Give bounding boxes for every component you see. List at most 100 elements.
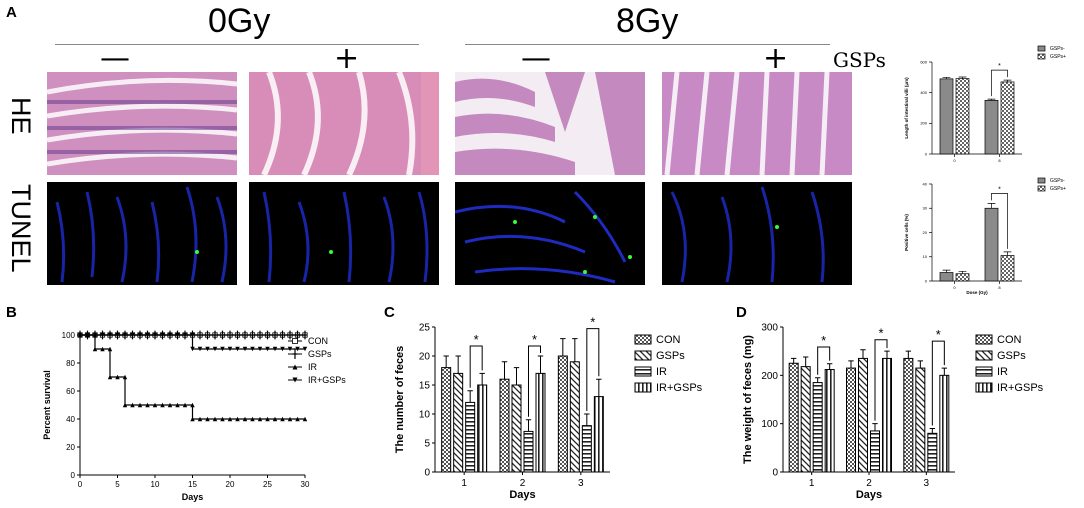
survival-marker: [295, 330, 300, 340]
legend-label: GSPs: [997, 350, 1026, 362]
survival-marker: [302, 346, 308, 352]
survival-marker: [250, 346, 255, 352]
survival-marker: [182, 402, 188, 408]
survival-marker: [212, 346, 218, 352]
legend-swatch: [634, 366, 652, 377]
survival-marker: [287, 416, 293, 422]
legend-label: IR+GSPs: [997, 382, 1044, 394]
legend-swatch: [1037, 185, 1046, 192]
survival-marker: [265, 346, 270, 352]
x-tick-label: 1: [461, 478, 467, 489]
significance-bracket: [991, 193, 1008, 249]
he-micrograph: [47, 72, 237, 175]
survival-marker: [77, 332, 83, 338]
x-axis-label: Days: [856, 489, 882, 501]
survival-marker: [197, 330, 203, 340]
error-bar: [884, 350, 890, 359]
error-bar: [958, 76, 967, 79]
survival-marker: [235, 330, 240, 340]
treatment-sign-plus: +: [763, 41, 789, 76]
survival-marker: [122, 374, 128, 380]
he-micrograph: [662, 72, 852, 175]
panel-label-d: D: [736, 304, 747, 321]
survival-marker: [292, 349, 298, 359]
significance-label: *: [532, 332, 537, 347]
survival-marker: [242, 330, 248, 340]
significance-label: *: [590, 315, 595, 330]
survival-marker: [122, 402, 128, 408]
error-bar: [860, 349, 866, 359]
x-tick-label: 1: [809, 478, 815, 489]
treatment-label: GSPs: [833, 48, 886, 72]
legend-label: IR+GSPs: [308, 375, 346, 385]
significance-bracket: [469, 345, 483, 388]
dose-label-8gy: 8Gy: [616, 2, 679, 40]
survival-marker: [197, 416, 203, 422]
survival-marker: [100, 332, 105, 338]
panel-label-a: A: [6, 4, 17, 21]
bar: [846, 367, 856, 473]
y-axis-label: The number of feces: [394, 346, 406, 454]
tunel-micrograph: [249, 182, 439, 285]
survival-marker: [145, 332, 150, 338]
legend-label: GSPs: [656, 350, 685, 362]
x-tick-label: 20: [226, 480, 235, 489]
survival-marker: [152, 402, 158, 408]
feces-weight-chart: 0 100 200 300 1 * 2 * 3 * The weight of feces (mg)…: [742, 323, 1044, 502]
bar: [955, 273, 970, 282]
legend-label: GSPs-: [1050, 178, 1065, 184]
survival-marker: [250, 416, 255, 422]
survival-marker: [205, 416, 210, 422]
survival-marker: [280, 346, 285, 352]
bar: [984, 207, 999, 282]
panel-label-b: B: [6, 304, 17, 321]
survival-marker: [85, 332, 90, 338]
y-tick-label: 20: [66, 443, 75, 452]
bar: [870, 430, 880, 473]
legend-swatch: [975, 350, 993, 361]
survival-marker: [292, 364, 298, 370]
error-bar: [443, 355, 449, 368]
x-tick-label: 8: [998, 158, 1001, 163]
significance-bracket: [528, 345, 541, 417]
error-bar: [513, 367, 520, 385]
survival-marker: [302, 416, 308, 422]
error-bar: [929, 428, 936, 434]
legend-label: GSPs+: [1050, 54, 1066, 60]
bar: [1000, 81, 1015, 155]
bar: [939, 78, 954, 155]
survival-marker: [212, 330, 218, 340]
significance-label: *: [878, 326, 883, 341]
y-tick-label: 5: [424, 439, 430, 450]
legend-label: CON: [997, 334, 1022, 346]
survival-marker: [130, 402, 135, 408]
y-tick-label: 200: [761, 371, 778, 382]
bar: [939, 374, 950, 473]
error-bar: [987, 98, 996, 101]
survival-marker: [137, 332, 143, 338]
survival-marker: [190, 332, 195, 338]
y-axis-label: Length of intestinal villi (μm): [904, 77, 909, 139]
survival-marker: [272, 416, 278, 422]
survival-marker: [220, 330, 225, 340]
dose-divider-0gy: [55, 44, 419, 45]
significance-bracket: [931, 340, 945, 426]
legend-label: GSPs+: [1050, 186, 1066, 192]
survival-marker: [175, 402, 180, 408]
survival-marker: [175, 332, 180, 338]
survival-marker: [242, 416, 248, 422]
error-bar: [958, 270, 967, 274]
treatment-sign-minus: —: [521, 41, 551, 76]
bar: [903, 357, 914, 473]
dose-label-0gy: 0Gy: [208, 2, 271, 40]
bar: [593, 396, 604, 473]
legend-swatch: [1037, 53, 1046, 60]
survival-marker: [160, 402, 165, 408]
survival-marker: [292, 338, 298, 344]
error-bar: [1003, 251, 1012, 256]
survival-marker: [92, 332, 98, 338]
x-tick-label: 15: [188, 480, 197, 489]
error-bar: [525, 419, 532, 432]
legend-label: CON: [308, 336, 328, 346]
bar: [499, 378, 510, 473]
